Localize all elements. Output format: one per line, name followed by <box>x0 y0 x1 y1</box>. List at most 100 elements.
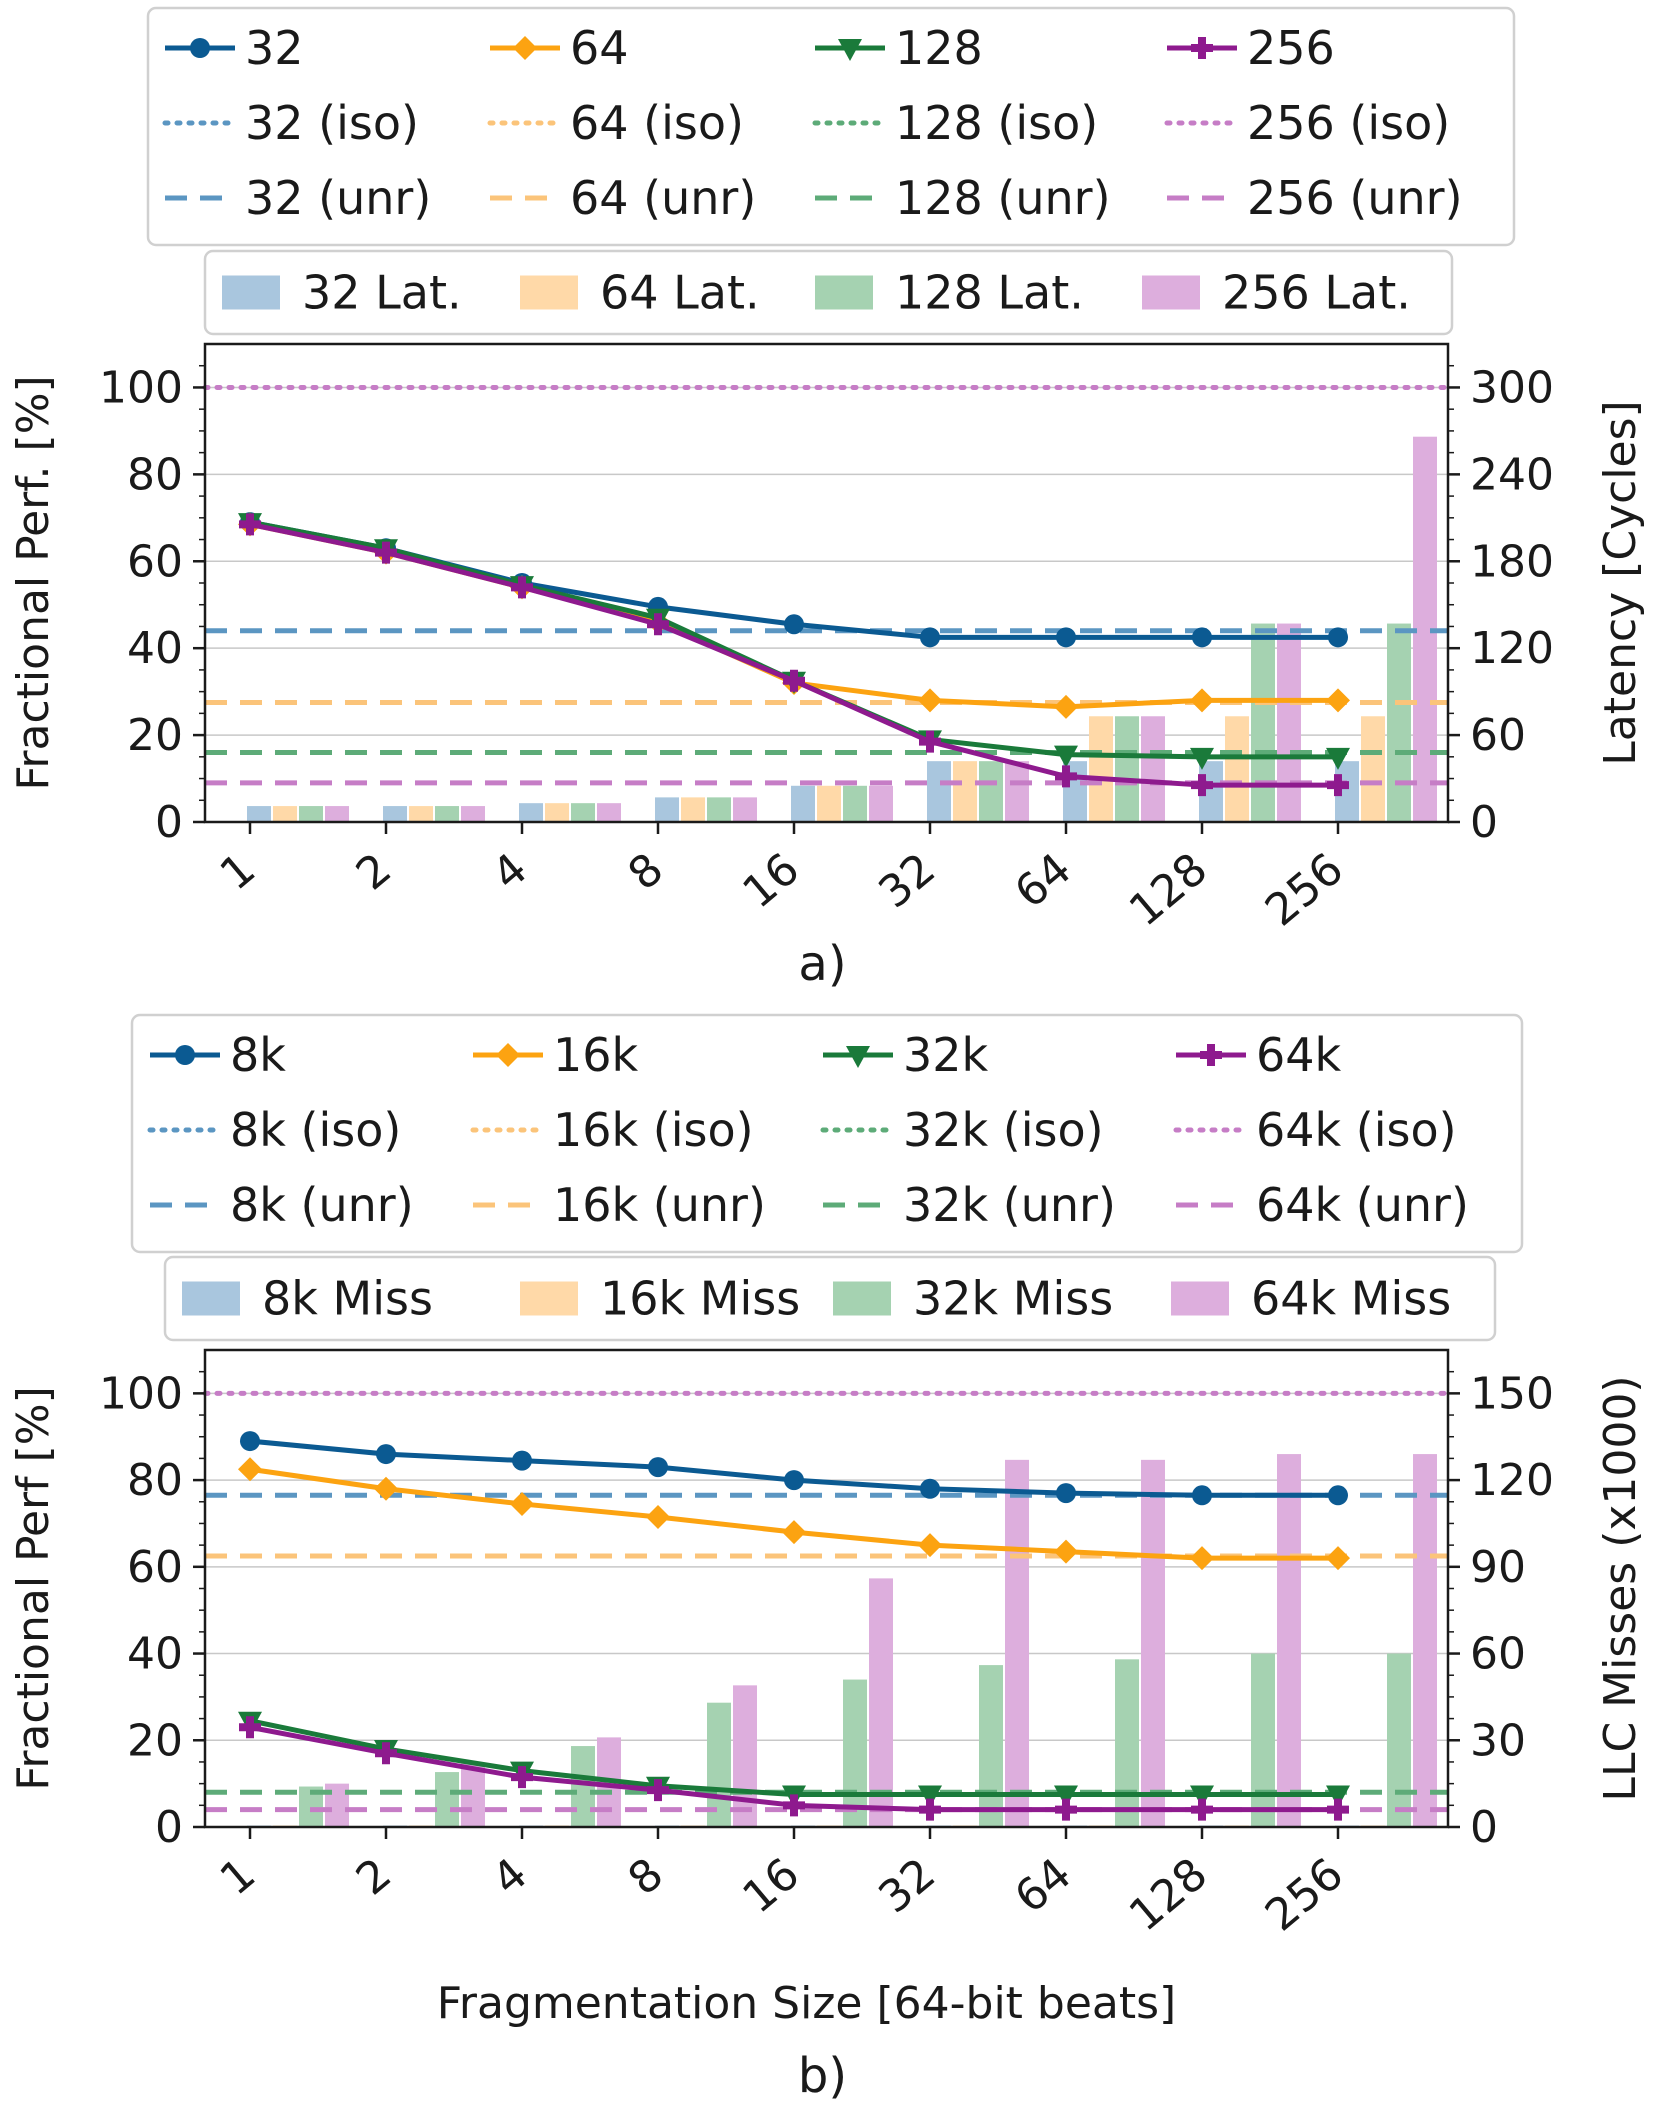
x-tick-label: 16 <box>733 843 809 918</box>
legend-label: 128 <box>895 21 983 75</box>
legend-item: 64 <box>490 21 629 75</box>
bar-256lat <box>1005 761 1029 822</box>
y-tick-label: 40 <box>127 1629 183 1680</box>
legend-label: 256 (unr) <box>1247 171 1463 225</box>
marker-circle <box>512 1450 532 1471</box>
bar-128lat <box>435 806 459 822</box>
legend-item: 32 Lat. <box>222 266 462 320</box>
marker-diamond <box>1190 688 1214 713</box>
marker-triangle <box>838 39 862 61</box>
y-tick-label: 60 <box>127 536 183 587</box>
y-tick-label: 0 <box>155 1802 183 1853</box>
marker-plus <box>1055 765 1077 788</box>
legend-label: 32k (unr) <box>903 1178 1116 1232</box>
bar-32kmiss <box>571 1746 595 1827</box>
marker-circle <box>1192 627 1212 648</box>
bar-256lat <box>461 806 485 822</box>
legend-label: 32k <box>903 1028 989 1082</box>
marker-plus <box>511 576 533 599</box>
legend-item: 16k Miss <box>520 1272 800 1326</box>
bar-64lat <box>545 803 569 822</box>
legend-bar-swatch <box>815 275 873 310</box>
bar-128lat <box>979 761 1003 822</box>
marker-diamond <box>782 1520 806 1545</box>
marker-plus <box>647 613 669 636</box>
marker-plus <box>239 513 261 536</box>
x-tick-label: 16 <box>733 1848 809 1923</box>
bar-64lat <box>1225 716 1249 822</box>
legend-label: 16k Miss <box>600 1272 800 1326</box>
marker-triangle <box>1054 745 1078 768</box>
bar-256lat <box>1277 623 1301 822</box>
legend-item: 256 <box>1167 21 1335 75</box>
marker-plus <box>1055 1798 1077 1821</box>
bar-128lat <box>571 803 595 822</box>
chart-panel-b: 0 20 40 60 80 100 0 30 60 90 120 150 1 2 4 8 16 32 64 128 25… <box>8 1013 1646 2104</box>
legend-item: 16k (iso) <box>470 1103 754 1157</box>
x-tick-label: 8 <box>619 843 673 900</box>
bar-64lat <box>1361 716 1385 822</box>
marker-circle <box>1328 1485 1348 1506</box>
bar-64lat <box>409 806 433 822</box>
legend-bars: 8k Miss 16k Miss 32k Miss 64k Miss <box>163 1255 1497 1342</box>
y-right-tick-label: 30 <box>1470 1715 1526 1766</box>
y-axis-title: Fractional Perf [%] <box>8 1386 59 1791</box>
legend-item: 128 (unr) <box>815 171 1111 225</box>
bar-256lat <box>1141 716 1165 822</box>
series-line-256 <box>249 521 1338 788</box>
legend-item: 16k <box>473 1028 639 1082</box>
legend-item: 32 <box>165 21 304 75</box>
marker-circle <box>240 1431 260 1452</box>
legend-item: 32k Miss <box>833 1272 1113 1326</box>
bar-256lat <box>325 806 349 822</box>
legend-label: 32 (unr) <box>245 171 431 225</box>
marker-plus <box>919 1798 941 1821</box>
bar-64kmiss <box>733 1685 757 1827</box>
marker-plus <box>1191 1798 1213 1821</box>
bar-32kmiss <box>1387 1653 1411 1827</box>
x-axis-title: Fragmentation Size [64-bit beats] <box>437 1978 1176 2029</box>
y-right-tick-label: 300 <box>1470 362 1554 413</box>
marker-diamond <box>496 1043 520 1067</box>
x-tick-label: 4 <box>483 1848 537 1905</box>
marker-triangle <box>846 1046 870 1068</box>
legend-label: 128 Lat. <box>895 266 1084 320</box>
legend-label: 32 (iso) <box>245 96 419 150</box>
bar-32lat <box>519 803 543 822</box>
y-tick-label: 60 <box>127 1542 183 1593</box>
bar-32lat <box>655 797 679 822</box>
legend-bar-swatch <box>222 275 280 310</box>
x-tick-label: 32 <box>869 1848 945 1923</box>
legend-item: 64k <box>1176 1028 1342 1082</box>
bar-32lat <box>383 806 407 822</box>
legend-item: 8k (unr) <box>150 1178 414 1232</box>
marker-diamond <box>918 688 942 713</box>
legend-label: 64k (iso) <box>1256 1103 1457 1157</box>
marker-plus <box>239 1716 261 1739</box>
legend-item: 128 Lat. <box>815 266 1084 320</box>
x-tick-label: 1 <box>211 1848 265 1905</box>
y-tick-label: 40 <box>127 623 183 674</box>
bar-128lat <box>843 785 867 822</box>
marker-plus <box>783 1794 805 1817</box>
legend-label: 8k <box>230 1028 286 1082</box>
panel-label: b) <box>798 2048 847 2104</box>
bar-64lat <box>953 761 977 822</box>
legend-bar-swatch <box>520 1281 578 1316</box>
legend-label: 64k Miss <box>1251 1272 1451 1326</box>
legend-item: 32k (unr) <box>823 1178 1116 1232</box>
marker-triangle <box>1190 1785 1214 1808</box>
marker-circle <box>1056 1483 1076 1504</box>
marker-diamond <box>510 1491 534 1516</box>
x-tick-label: 64 <box>1005 843 1081 918</box>
bar-64lat <box>1089 716 1113 822</box>
legend-item: 16k (unr) <box>473 1178 766 1232</box>
x-tick-label: 1 <box>211 843 265 900</box>
legend-label: 128 (unr) <box>895 171 1111 225</box>
bar-32kmiss <box>1115 1659 1139 1827</box>
bar-32kmiss <box>435 1772 459 1827</box>
legend-item: 8k Miss <box>182 1272 433 1326</box>
bar-32kmiss <box>707 1702 731 1827</box>
y-tick-label: 100 <box>99 362 183 413</box>
bar-64kmiss <box>1141 1459 1165 1827</box>
